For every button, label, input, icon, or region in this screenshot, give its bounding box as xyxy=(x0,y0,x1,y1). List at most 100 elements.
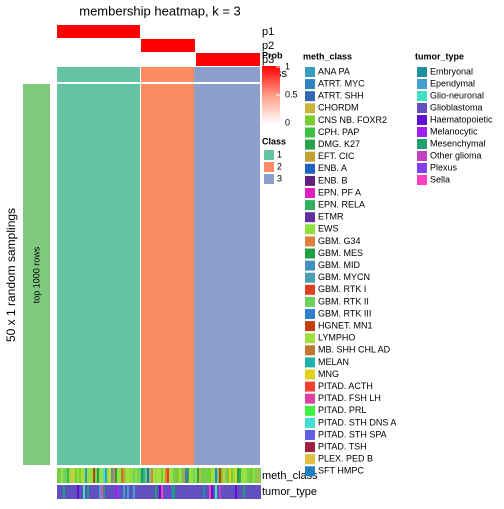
annotation-cell xyxy=(61,485,63,499)
annotation-cell xyxy=(209,485,211,499)
annotation-cell xyxy=(95,468,97,483)
annotation-cell xyxy=(63,468,65,483)
annotation-cell xyxy=(87,468,89,483)
annotation-cell xyxy=(155,485,157,499)
annotation-cell xyxy=(119,468,121,483)
annotation-cell xyxy=(91,468,93,483)
annotation-cell xyxy=(109,485,111,499)
legend-label: Other glioma xyxy=(430,150,482,160)
annotation-cell xyxy=(259,485,261,499)
annotation-cell xyxy=(57,468,59,483)
annotation-cell xyxy=(175,468,177,483)
tick-label: 1 xyxy=(285,61,290,71)
prob-rows xyxy=(57,25,260,465)
annotation-cell xyxy=(121,468,123,483)
annotation-cell xyxy=(137,468,139,483)
annotation-cell xyxy=(91,485,93,499)
legend-label: Melanocytic xyxy=(430,126,478,136)
annotation-cell xyxy=(117,485,119,499)
legend-swatch xyxy=(305,139,315,150)
annotation-cell xyxy=(201,485,203,499)
legend-swatch xyxy=(305,381,315,392)
annotation-cell xyxy=(77,468,79,483)
annotation-cell xyxy=(129,468,131,483)
legend-label: GBM. G34 xyxy=(318,236,361,246)
annotation-cell xyxy=(221,468,223,483)
legend-swatch xyxy=(264,150,274,160)
legend-label: GBM. MES xyxy=(318,248,363,258)
annotation-cell xyxy=(191,468,193,483)
annotation-cell xyxy=(155,468,157,483)
legend-swatch xyxy=(305,188,315,198)
annotation-cell xyxy=(183,468,185,483)
annotation-cell xyxy=(111,485,113,499)
tick-label: 0 xyxy=(285,117,290,127)
row-name: p2 xyxy=(262,40,274,52)
legend-swatch xyxy=(305,357,315,368)
annotation-cell xyxy=(249,468,251,483)
annotation-cell xyxy=(141,468,143,483)
annotation-cell xyxy=(237,485,239,499)
legend-swatch xyxy=(417,139,427,149)
annotation-cell xyxy=(195,468,197,483)
legend-label: PITAD. PRL xyxy=(318,405,366,415)
annotation-cell xyxy=(159,468,161,483)
annotation-cell xyxy=(137,485,139,499)
annotation-cell xyxy=(125,485,127,499)
annotation-cell xyxy=(251,468,253,483)
legend-label: GBM. MID xyxy=(318,260,360,270)
annotation-cell xyxy=(169,468,171,483)
annotation-cell xyxy=(217,485,219,499)
annotation-cell xyxy=(227,468,229,483)
legend-label: PITAD. STH SPA xyxy=(318,429,387,439)
legend-swatch xyxy=(417,151,427,161)
annotation-cell xyxy=(171,485,173,499)
annotation-cell xyxy=(81,485,83,499)
annotation-cell xyxy=(235,468,237,483)
annotation-cell xyxy=(205,485,207,499)
annotation-cell xyxy=(117,468,119,483)
annotation-cell xyxy=(89,468,91,483)
annotation-cell xyxy=(207,485,209,499)
annotation-cell xyxy=(179,485,181,499)
legend-title: meth_class xyxy=(303,51,352,61)
annotation-cell xyxy=(189,485,191,499)
annotation-cell xyxy=(209,468,211,483)
annotation-cell xyxy=(183,485,185,499)
annotation-cell xyxy=(93,468,95,483)
legend-swatch xyxy=(305,175,315,186)
annotation-cell xyxy=(211,485,213,499)
annotation-cell xyxy=(241,468,243,483)
annotation-cell xyxy=(85,485,87,499)
annotation-cell xyxy=(131,468,133,483)
annotation-cell xyxy=(229,485,231,499)
annotation-cell xyxy=(99,468,101,483)
legend-swatch xyxy=(417,91,427,101)
annotation-cell xyxy=(97,485,99,499)
legend-label: Plexus xyxy=(430,162,458,172)
annotation-cell xyxy=(73,468,75,483)
legend-swatch xyxy=(305,309,315,319)
legend-label: Ependymal xyxy=(430,78,475,88)
annotation-cell xyxy=(213,468,215,483)
legend-label: PITAD. ACTH xyxy=(318,381,373,391)
tick-label: 0.5 xyxy=(285,89,298,99)
annotation-cell xyxy=(133,468,135,483)
row-label: top 1000 rows xyxy=(31,246,41,303)
legend-swatch xyxy=(305,454,315,465)
annotation-cell xyxy=(115,468,117,483)
legend-swatch xyxy=(305,79,315,90)
legend-swatch xyxy=(305,127,315,138)
title: membership heatmap, k = 3 xyxy=(79,3,241,18)
annotation-cell xyxy=(253,485,255,499)
legend-swatch xyxy=(305,115,315,126)
legend-label: CHORDM xyxy=(318,103,359,113)
annotation-cell xyxy=(249,485,251,499)
annotation-cell xyxy=(135,468,137,483)
annotation-cell xyxy=(165,468,167,483)
annotation-cell xyxy=(95,485,97,499)
annotation-cell xyxy=(185,468,187,483)
annotation-cell xyxy=(109,468,111,483)
legend-swatch xyxy=(305,321,315,332)
annotation-cell xyxy=(167,485,169,499)
